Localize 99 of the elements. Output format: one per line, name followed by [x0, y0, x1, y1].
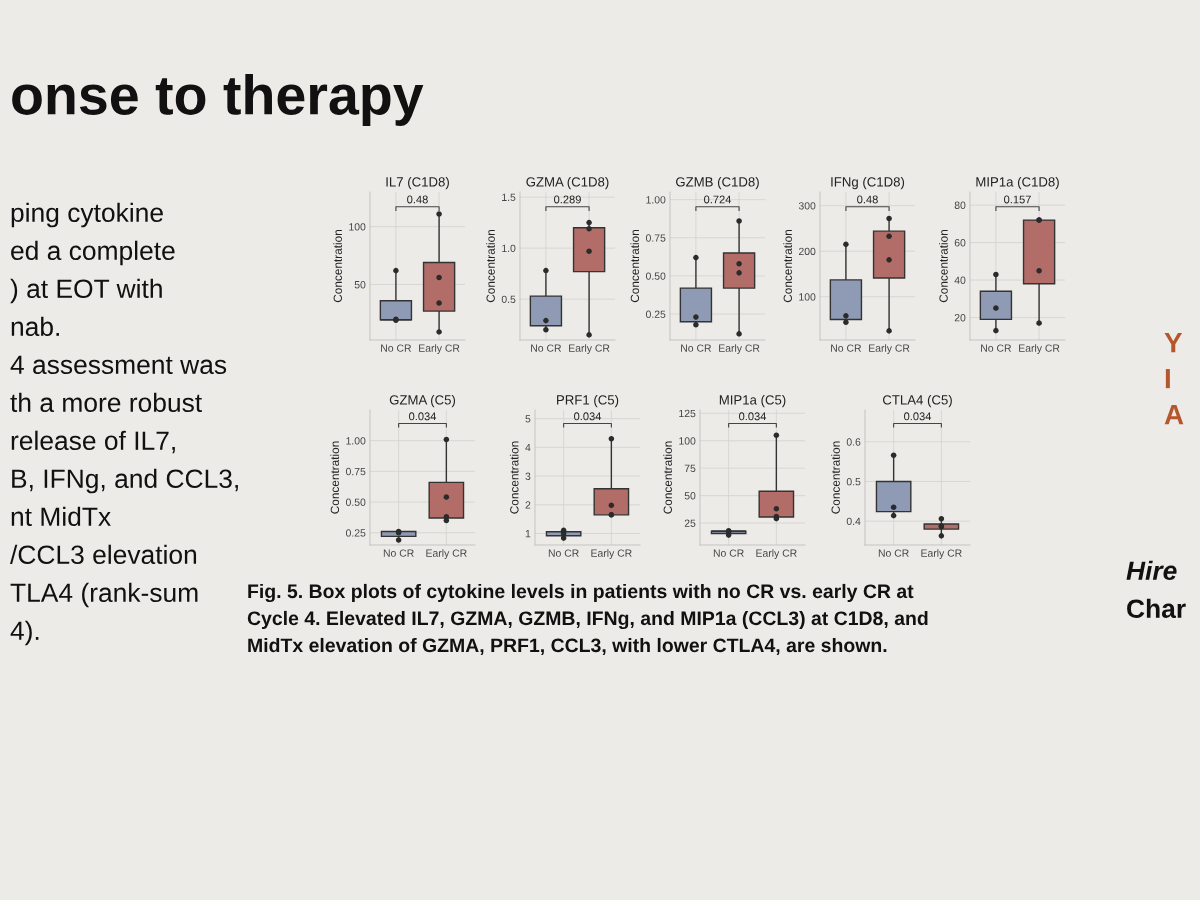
chart-title: IL7 (C1D8) [386, 176, 449, 190]
annotation: 0.034 [574, 412, 602, 421]
y-tick-label: 0.50 [645, 272, 666, 280]
y-tick-label: 25 [684, 519, 696, 527]
text: ed a complete [11, 240, 175, 266]
y-tick-label: 75 [684, 464, 696, 473]
y-axis-title: Concentration [630, 230, 640, 303]
y-tick-label: 125 [679, 409, 696, 418]
text: 4 assessment was [10, 355, 227, 375]
y-tick-label: 100 [799, 293, 816, 301]
text: B, IFNg, and CCL3, [12, 468, 238, 494]
text: ping cytokine [11, 202, 163, 228]
text: Char [1127, 598, 1186, 619]
text: th a more robust [10, 392, 202, 413]
y-tick-label: 50 [354, 281, 366, 289]
y-tick-label: 50 [684, 492, 696, 500]
chart-title: GZMA (C1D8) [526, 176, 609, 190]
x-tick-label: No CR [681, 344, 712, 352]
x-tick-label: Early CR [719, 344, 760, 354]
x-tick-label: No CR [831, 344, 862, 352]
x-tick-label: Early CR [591, 549, 632, 559]
x-tick-label: No CR [548, 549, 579, 557]
x-tick-label: No CR [981, 344, 1012, 352]
y-tick-label: 20 [954, 314, 966, 322]
y-tick-label: 200 [798, 247, 816, 256]
text: TLA4 (rank-sum [10, 582, 198, 608]
x-tick-label: No CR [531, 344, 562, 352]
y-tick-label: 1 [525, 530, 531, 538]
y-tick-label: 1.0 [502, 244, 516, 253]
chart-title: GZMA (C5) [389, 394, 456, 408]
x-tick-label: No CR [383, 549, 414, 557]
chart-title: MIP1a (C5) [719, 394, 786, 408]
x-tick-label: Early CR [756, 549, 797, 559]
y-axis-title: Concentration [486, 230, 495, 303]
y-tick-label: 1.00 [646, 196, 666, 204]
chart-title: IFNg (C1D8) [831, 176, 905, 190]
y-tick-label: 60 [954, 239, 966, 247]
annotation: 0.48 [407, 195, 428, 204]
y-axis-title: Concentration [783, 230, 792, 303]
text: nab. [11, 316, 59, 337]
annotation: 0.289 [554, 195, 581, 204]
text: Y [1164, 333, 1183, 353]
caption: Fig. 5. Box plots of cytokine levels in patients with no CR vs. early CR at [248, 583, 914, 603]
x-tick-label: No CR [878, 549, 909, 557]
y-axis-title: Concentration [939, 230, 948, 303]
y-axis-title: Concentration [333, 230, 342, 303]
text: MidTx elevation of GZMA, PRF1, CCL3, with lower CTLA4, are shown. [248, 637, 887, 656]
y-tick-label: 300 [798, 202, 816, 210]
y-axis-title: Concentration [509, 441, 519, 514]
y-tick-label: 1.5 [502, 193, 516, 201]
x-tick-label: Early CR [426, 549, 467, 559]
y-tick-label: 0.5 [846, 477, 861, 486]
y-tick-label: 4 [525, 443, 531, 452]
y-tick-label: 80 [954, 201, 966, 209]
text: 4). [10, 620, 39, 646]
annotation: 0.724 [704, 195, 732, 204]
text: /CCL3 elevation [10, 544, 197, 565]
text: Hire [1126, 560, 1177, 581]
annotation: 0.034 [409, 412, 437, 421]
text: Cycle 4. Elevated IL7, GZMA, GZMB, IFNg, and MIP1a (CCL3) at C1D8, and [247, 610, 928, 630]
text: onse to therapy [12, 74, 424, 126]
y-tick-label: 0.50 [345, 498, 366, 506]
y-tick-label: 0.6 [846, 438, 861, 446]
annotation: 0.034 [739, 412, 767, 421]
text: I [1165, 369, 1170, 389]
chart-title: GZMB (C1D8) [676, 176, 759, 190]
x-tick-label: No CR [381, 344, 412, 352]
y-axis-title: Concentration [831, 441, 840, 514]
chart-title: MIP1a (C1D8) [976, 176, 1059, 190]
y-tick-label: 0.25 [345, 529, 366, 537]
x-tick-label: Early CR [569, 344, 610, 354]
y-tick-label: 1.00 [346, 437, 366, 445]
text: nt MidTx [11, 506, 111, 527]
y-tick-label: 0.25 [645, 310, 666, 318]
y-tick-label: 100 [679, 437, 696, 445]
annotation: 0.034 [904, 412, 932, 421]
y-tick-label: 0.4 [846, 517, 861, 526]
text: ) at EOT with [10, 278, 162, 304]
y-tick-label: 3 [525, 472, 531, 480]
x-tick-label: Early CR [419, 344, 460, 354]
annotation: 0.48 [857, 195, 878, 204]
y-tick-label: 0.5 [501, 295, 516, 304]
y-tick-label: 40 [954, 276, 966, 284]
y-axis-title: Concentration [663, 441, 672, 514]
chart-title: PRF1 (C5) [557, 394, 619, 408]
y-tick-label: 2 [525, 501, 531, 509]
x-tick-label: Early CR [1019, 344, 1060, 354]
y-tick-label: 100 [349, 223, 366, 231]
y-tick-label: 5 [525, 415, 531, 423]
text: A [1164, 405, 1184, 425]
y-tick-label: 0.75 [345, 467, 366, 476]
x-tick-label: Early CR [869, 344, 910, 354]
annotation: 0.157 [1004, 195, 1031, 204]
text: release of IL7, [11, 430, 175, 454]
x-tick-label: Early CR [921, 549, 962, 559]
y-tick-label: 0.75 [645, 234, 666, 242]
x-tick-label: No CR [713, 549, 744, 557]
chart-title: CTLA4 (C5) [882, 394, 952, 408]
y-axis-title: Concentration [330, 441, 340, 514]
